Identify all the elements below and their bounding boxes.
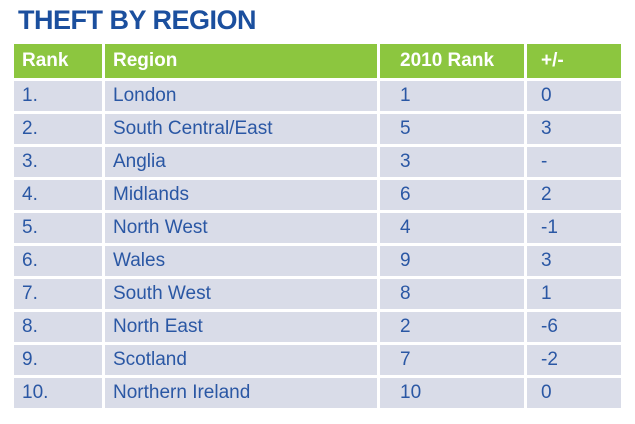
table-cell: 0: [527, 378, 621, 408]
table-cell: 10.: [14, 378, 102, 408]
table-row: 1. London 1 0: [14, 81, 621, 111]
table-cell: 3: [380, 147, 524, 177]
table-row: 9. Scotland 7 -2: [14, 345, 621, 375]
table-cell: 1: [527, 279, 621, 309]
table-row: 2. South Central/East 5 3: [14, 114, 621, 144]
table-cell: 2: [380, 312, 524, 342]
header-cell-change: +/-: [527, 44, 621, 78]
table-cell: 2: [527, 180, 621, 210]
table-cell: North East: [105, 312, 377, 342]
table-cell: 9.: [14, 345, 102, 375]
table-cell: 10: [380, 378, 524, 408]
table-cell: North West: [105, 213, 377, 243]
table-row: 8. North East 2 -6: [14, 312, 621, 342]
table-row: 6. Wales 9 3: [14, 246, 621, 276]
table-row: 7. South West 8 1: [14, 279, 621, 309]
table-cell: 5: [380, 114, 524, 144]
table-row: 5. North West 4 -1: [14, 213, 621, 243]
table-cell: 0: [527, 81, 621, 111]
table-cell: 3: [527, 114, 621, 144]
table-cell: -1: [527, 213, 621, 243]
table-cell: 8.: [14, 312, 102, 342]
table-row: 3. Anglia 3-: [14, 147, 621, 177]
header-cell-region: Region: [105, 44, 377, 78]
table-cell: 7.: [14, 279, 102, 309]
table-cell: 8: [380, 279, 524, 309]
table-cell: 6: [380, 180, 524, 210]
table-cell: South West: [105, 279, 377, 309]
table-cell: 3.: [14, 147, 102, 177]
page-title: THEFT BY REGION: [18, 5, 257, 35]
table-cell: 1.: [14, 81, 102, 111]
table-cell: Wales: [105, 246, 377, 276]
table-cell: Midlands: [105, 180, 377, 210]
table-header-row: Rank Region 2010 Rank +/-: [14, 44, 621, 78]
table-cell: -2: [527, 345, 621, 375]
table-row: 10. Northern Ireland 10 0: [14, 378, 621, 408]
table-cell: London: [105, 81, 377, 111]
table-cell: 2.: [14, 114, 102, 144]
table-cell: 4: [380, 213, 524, 243]
table-cell: Anglia: [105, 147, 377, 177]
table-cell: -6: [527, 312, 621, 342]
table-cell: 9: [380, 246, 524, 276]
table-cell: 6.: [14, 246, 102, 276]
table-body: 1. London 1 0 2. South Central/East 5 3 3. Anglia…: [14, 81, 621, 408]
table-cell: 7: [380, 345, 524, 375]
header-cell-2010-rank: 2010 Rank: [380, 44, 524, 78]
table-cell: 5.: [14, 213, 102, 243]
table-row: 4. Midlands 6 2: [14, 180, 621, 210]
table-cell: 1: [380, 81, 524, 111]
table-cell: South Central/East: [105, 114, 377, 144]
header-cell-rank: Rank: [14, 44, 102, 78]
theft-by-region-table: Rank Region 2010 Rank +/- 1. London 1 0 2. So…: [14, 44, 621, 411]
table-cell: 3: [527, 246, 621, 276]
table-cell: 4.: [14, 180, 102, 210]
table-cell: Northern Ireland: [105, 378, 377, 408]
table-cell: -: [527, 147, 621, 177]
table-cell: Scotland: [105, 345, 377, 375]
